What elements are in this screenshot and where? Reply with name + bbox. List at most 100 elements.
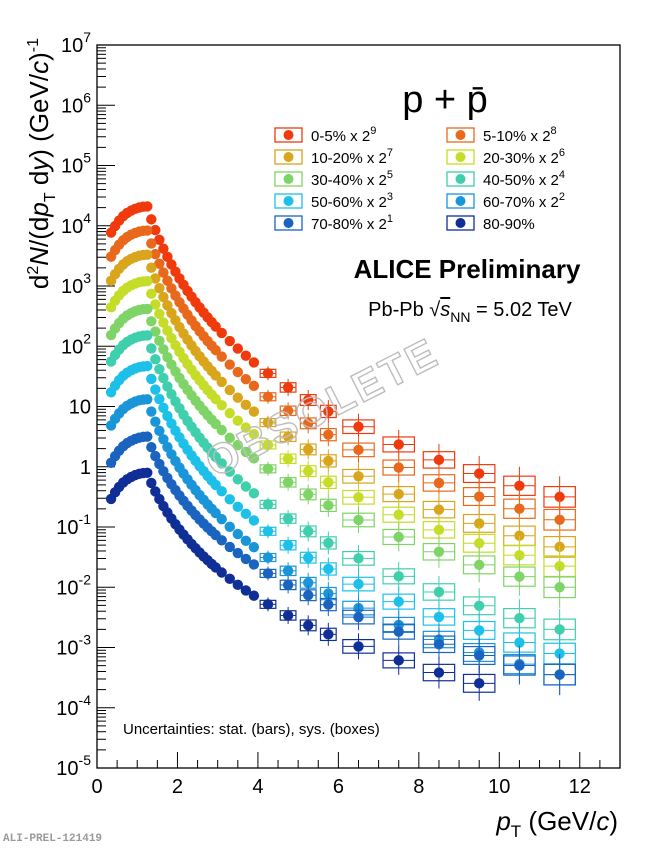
y-title-slash: /(d [24,217,54,247]
data-point [303,394,314,406]
data-point [393,571,404,582]
data-point [248,357,260,368]
figure-id: ALI-PREL-121419 [3,833,102,845]
data-point [142,201,153,212]
legend-marker [283,152,294,162]
data-point [224,384,235,396]
data-point [154,363,165,375]
data-point [224,432,235,444]
data-point [158,317,169,328]
y-title-p-sub: T [42,192,59,202]
data-point [282,405,294,416]
data-point [514,480,525,491]
y-tick-label: 102 [61,330,91,358]
legend-item: 0-5% x 29 [274,125,376,145]
x-title-units: (GeV/ [521,806,597,836]
data-point [150,224,161,236]
data-point [162,300,173,311]
data-point [473,650,485,661]
data-point [353,578,364,590]
data-point [353,514,364,526]
data-point [262,499,274,510]
data-point [282,610,294,621]
x-tick-label: 6 [333,776,344,798]
data-point [433,586,445,598]
data-point [323,500,334,511]
y-tick-label: 10-1 [56,511,91,539]
data-point [240,446,252,458]
data-point [433,504,445,515]
data-point [162,251,173,263]
data-point [142,394,153,405]
data-point [232,439,244,451]
data-point [433,477,445,489]
data-point [154,335,165,347]
data-point [433,667,445,678]
data-point [146,477,157,489]
data-point [224,494,235,505]
system-prefix: Pb-Pb [368,299,429,321]
y-title-close2: ) [24,52,54,61]
data-point [473,625,485,636]
legend-item: 50-60% x 23 [274,191,393,211]
legend-marker [283,174,294,184]
data-point [473,538,485,549]
data-point [232,343,244,354]
data-point [514,503,525,514]
data-point [154,308,165,320]
data-point [232,366,244,378]
uncertainty-note: Uncertainties: stat. (bars), sys. (boxes… [123,721,380,738]
data-point [146,288,157,300]
legend-box [274,171,303,187]
data-point [393,531,404,543]
data-point [433,611,445,623]
data-point [150,299,161,310]
data-point [224,335,235,347]
y-axis-ticks: 10-5 10-4 10-3 10-2 10-1 1 10 102 103 104 105 106 10… [56,29,115,780]
legend-marker [455,174,466,184]
data-point [216,535,227,546]
data-point [262,391,274,402]
nn-subscript: NN [450,309,470,325]
data-point [353,492,364,503]
data-point [162,275,173,286]
data-point [353,553,364,564]
data-point [146,238,157,249]
data-point [248,429,260,440]
x-tick-label: 12 [569,776,591,798]
data-point [282,477,294,488]
series-30-40pct [105,303,576,608]
x-tick-label: 2 [172,776,183,798]
legend-label: 30-40% x 25 [311,169,393,189]
data-point [248,453,260,464]
data-point [150,384,161,395]
data-point [262,439,274,451]
data-point [150,273,161,284]
data-point [224,359,235,370]
system-suffix: = 5.02 TeV [470,299,572,321]
chart-title: p + p̄ [402,79,488,121]
data-point [393,488,404,500]
data-point [303,444,314,455]
x-title-c: c [596,806,609,836]
data-point [240,350,252,361]
data-point [248,559,260,570]
legend-label: 40-50% x 24 [483,169,565,189]
data-point [303,526,314,537]
data-point [216,400,227,411]
data-point [323,406,334,417]
data-point [146,442,157,453]
data-point [323,629,334,640]
data-point [142,303,153,315]
data-point [216,567,227,578]
data-point [554,514,565,525]
data-point [353,421,364,432]
y-tick-label: 106 [61,89,91,117]
data-point [142,467,153,478]
data-point [303,465,314,477]
legend: 0-5% x 29 5-10% x 28 10-20% x 27 20-30% x 2… [274,125,565,233]
data-point [262,417,274,428]
data-point [158,372,169,384]
data-point [216,513,227,525]
